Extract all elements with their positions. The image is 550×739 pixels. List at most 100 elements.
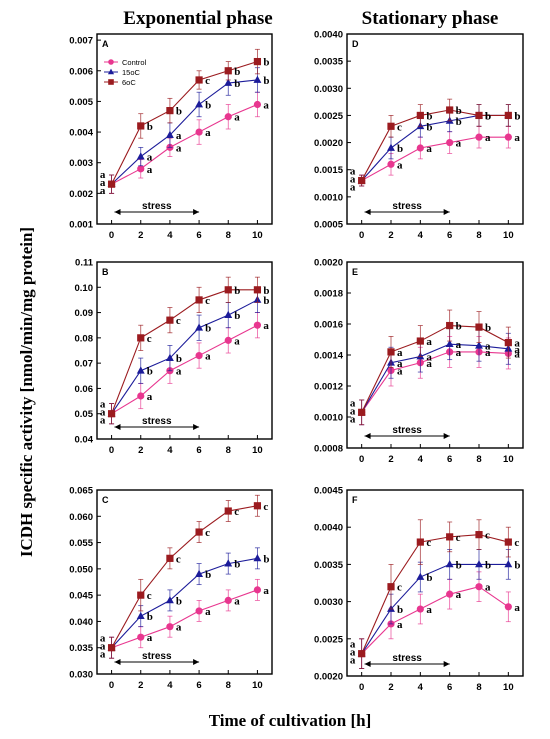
marker-control — [137, 165, 145, 173]
plot-frame — [96, 489, 273, 675]
series-line-Control — [361, 351, 509, 413]
stress-arrow-right-head — [443, 433, 450, 439]
stress-label: stress — [142, 201, 172, 212]
marker-15oc — [195, 569, 204, 577]
sig-letter: a — [100, 641, 106, 653]
sig-letter: a — [397, 619, 403, 631]
marker-6oc — [137, 334, 145, 342]
stress-arrow-left-head — [114, 209, 121, 215]
marker-15oc — [195, 323, 204, 331]
sig-letter: a — [234, 335, 240, 347]
stress-arrow-left-head — [364, 433, 371, 439]
y-tick-label: 0.0016 — [314, 320, 343, 331]
sig-letter: b — [147, 366, 153, 378]
sig-letter: a — [350, 405, 356, 417]
marker-control — [387, 160, 395, 168]
sig-letter: b — [234, 285, 240, 297]
marker-6oc — [253, 502, 262, 510]
sig-letter: a — [456, 589, 462, 601]
y-tick-label: 0.060 — [69, 512, 93, 523]
sig-letter: a — [350, 174, 356, 186]
sig-letter: c — [426, 537, 431, 549]
sig-letter: a — [205, 606, 211, 618]
marker-control — [253, 321, 262, 329]
y-tick-label: 0.055 — [69, 538, 93, 549]
plot-frame — [346, 261, 524, 449]
y-tick-label: 0.006 — [69, 66, 93, 77]
sig-letter: b — [263, 295, 269, 307]
stress-label: stress — [142, 651, 172, 662]
series-line-15oC — [361, 343, 509, 413]
sig-letter: a — [350, 647, 356, 659]
sig-letter: a — [100, 169, 106, 181]
stress-arrow-right-head — [193, 659, 200, 665]
sig-letter: a — [397, 159, 403, 171]
sig-letter: a — [147, 391, 153, 403]
x-tick-label: 8 — [226, 680, 231, 691]
sig-letter: a — [350, 166, 356, 178]
x-tick-label: 0 — [109, 230, 114, 241]
sig-letter: a — [397, 366, 403, 378]
x-tick-label: 0 — [109, 680, 114, 691]
series-line-Control — [361, 136, 509, 182]
series-line-15oC — [111, 79, 258, 185]
stress-arrow-left-head — [114, 424, 121, 430]
sig-letter: c — [397, 121, 402, 133]
sig-letter: a — [263, 99, 269, 111]
marker-6oc — [416, 111, 424, 120]
sig-letter: b — [456, 116, 462, 128]
sig-letter: a — [147, 152, 153, 164]
x-tick-label: 6 — [196, 680, 201, 691]
marker-15oc — [253, 75, 262, 83]
x-tick-label: 4 — [418, 230, 424, 241]
marker-control — [166, 623, 174, 631]
marker-6oc — [416, 337, 424, 345]
y-tick-label: 0.0020 — [314, 258, 343, 269]
sig-letter: c — [147, 333, 152, 345]
sig-letter: c — [147, 590, 152, 602]
y-tick-label: 0.0014 — [314, 351, 344, 362]
series-line-15oC — [361, 563, 509, 654]
panel-F: F 0.0020 0.0025 0.0030 0.0035 0.0040 0.0045 0 2 4… — [314, 486, 524, 693]
marker-15oc — [136, 152, 145, 160]
y-tick-label: 0.0018 — [314, 289, 343, 300]
series-line-Control — [111, 103, 258, 185]
sig-letter: b — [263, 285, 269, 297]
sig-letter: a — [514, 132, 520, 144]
x-tick-label: 2 — [138, 445, 143, 456]
marker-15oc — [195, 100, 204, 108]
marker-control — [137, 633, 145, 641]
sig-letter: c — [176, 553, 181, 565]
sig-letter: a — [176, 142, 182, 154]
y-tick-label: 0.04 — [75, 435, 94, 446]
sig-letter: a — [397, 358, 403, 370]
marker-15oc — [253, 554, 262, 562]
sig-letter: a — [514, 348, 520, 360]
y-tick-label: 0.0020 — [314, 138, 343, 149]
sig-letter: b — [263, 553, 269, 565]
sig-letter: a — [426, 143, 432, 155]
sig-letter: b — [263, 57, 269, 69]
marker-control — [224, 113, 232, 121]
y-tick-label: 0.11 — [75, 258, 94, 269]
series-line-Control — [361, 586, 509, 655]
x-tick-label: 0 — [359, 682, 364, 693]
sig-letter: a — [350, 182, 356, 194]
sig-letter: b — [426, 121, 432, 133]
marker-6oc — [166, 107, 174, 115]
y-tick-label: 0.0005 — [314, 220, 344, 231]
series-line-Control — [111, 589, 258, 649]
sig-letter: a — [100, 399, 106, 411]
y-tick-label: 0.0040 — [314, 523, 343, 534]
panel-A: A 0.001 0.002 0.003 0.004 0.005 0.006 0.007 0 2 4 6… — [69, 33, 273, 241]
sig-letter: a — [100, 177, 106, 189]
stress-arrow-left-head — [364, 661, 371, 667]
sig-letter: a — [176, 130, 182, 142]
marker-6oc — [166, 316, 174, 324]
x-tick-label: 4 — [167, 680, 173, 691]
x-tick-label: 4 — [167, 230, 173, 241]
sig-letter: a — [456, 138, 462, 150]
marker-6oc — [166, 554, 174, 562]
x-tick-label: 8 — [476, 682, 481, 693]
panels-group: A 0.001 0.002 0.003 0.004 0.005 0.006 0.007 0 2 4 6… — [69, 30, 524, 693]
